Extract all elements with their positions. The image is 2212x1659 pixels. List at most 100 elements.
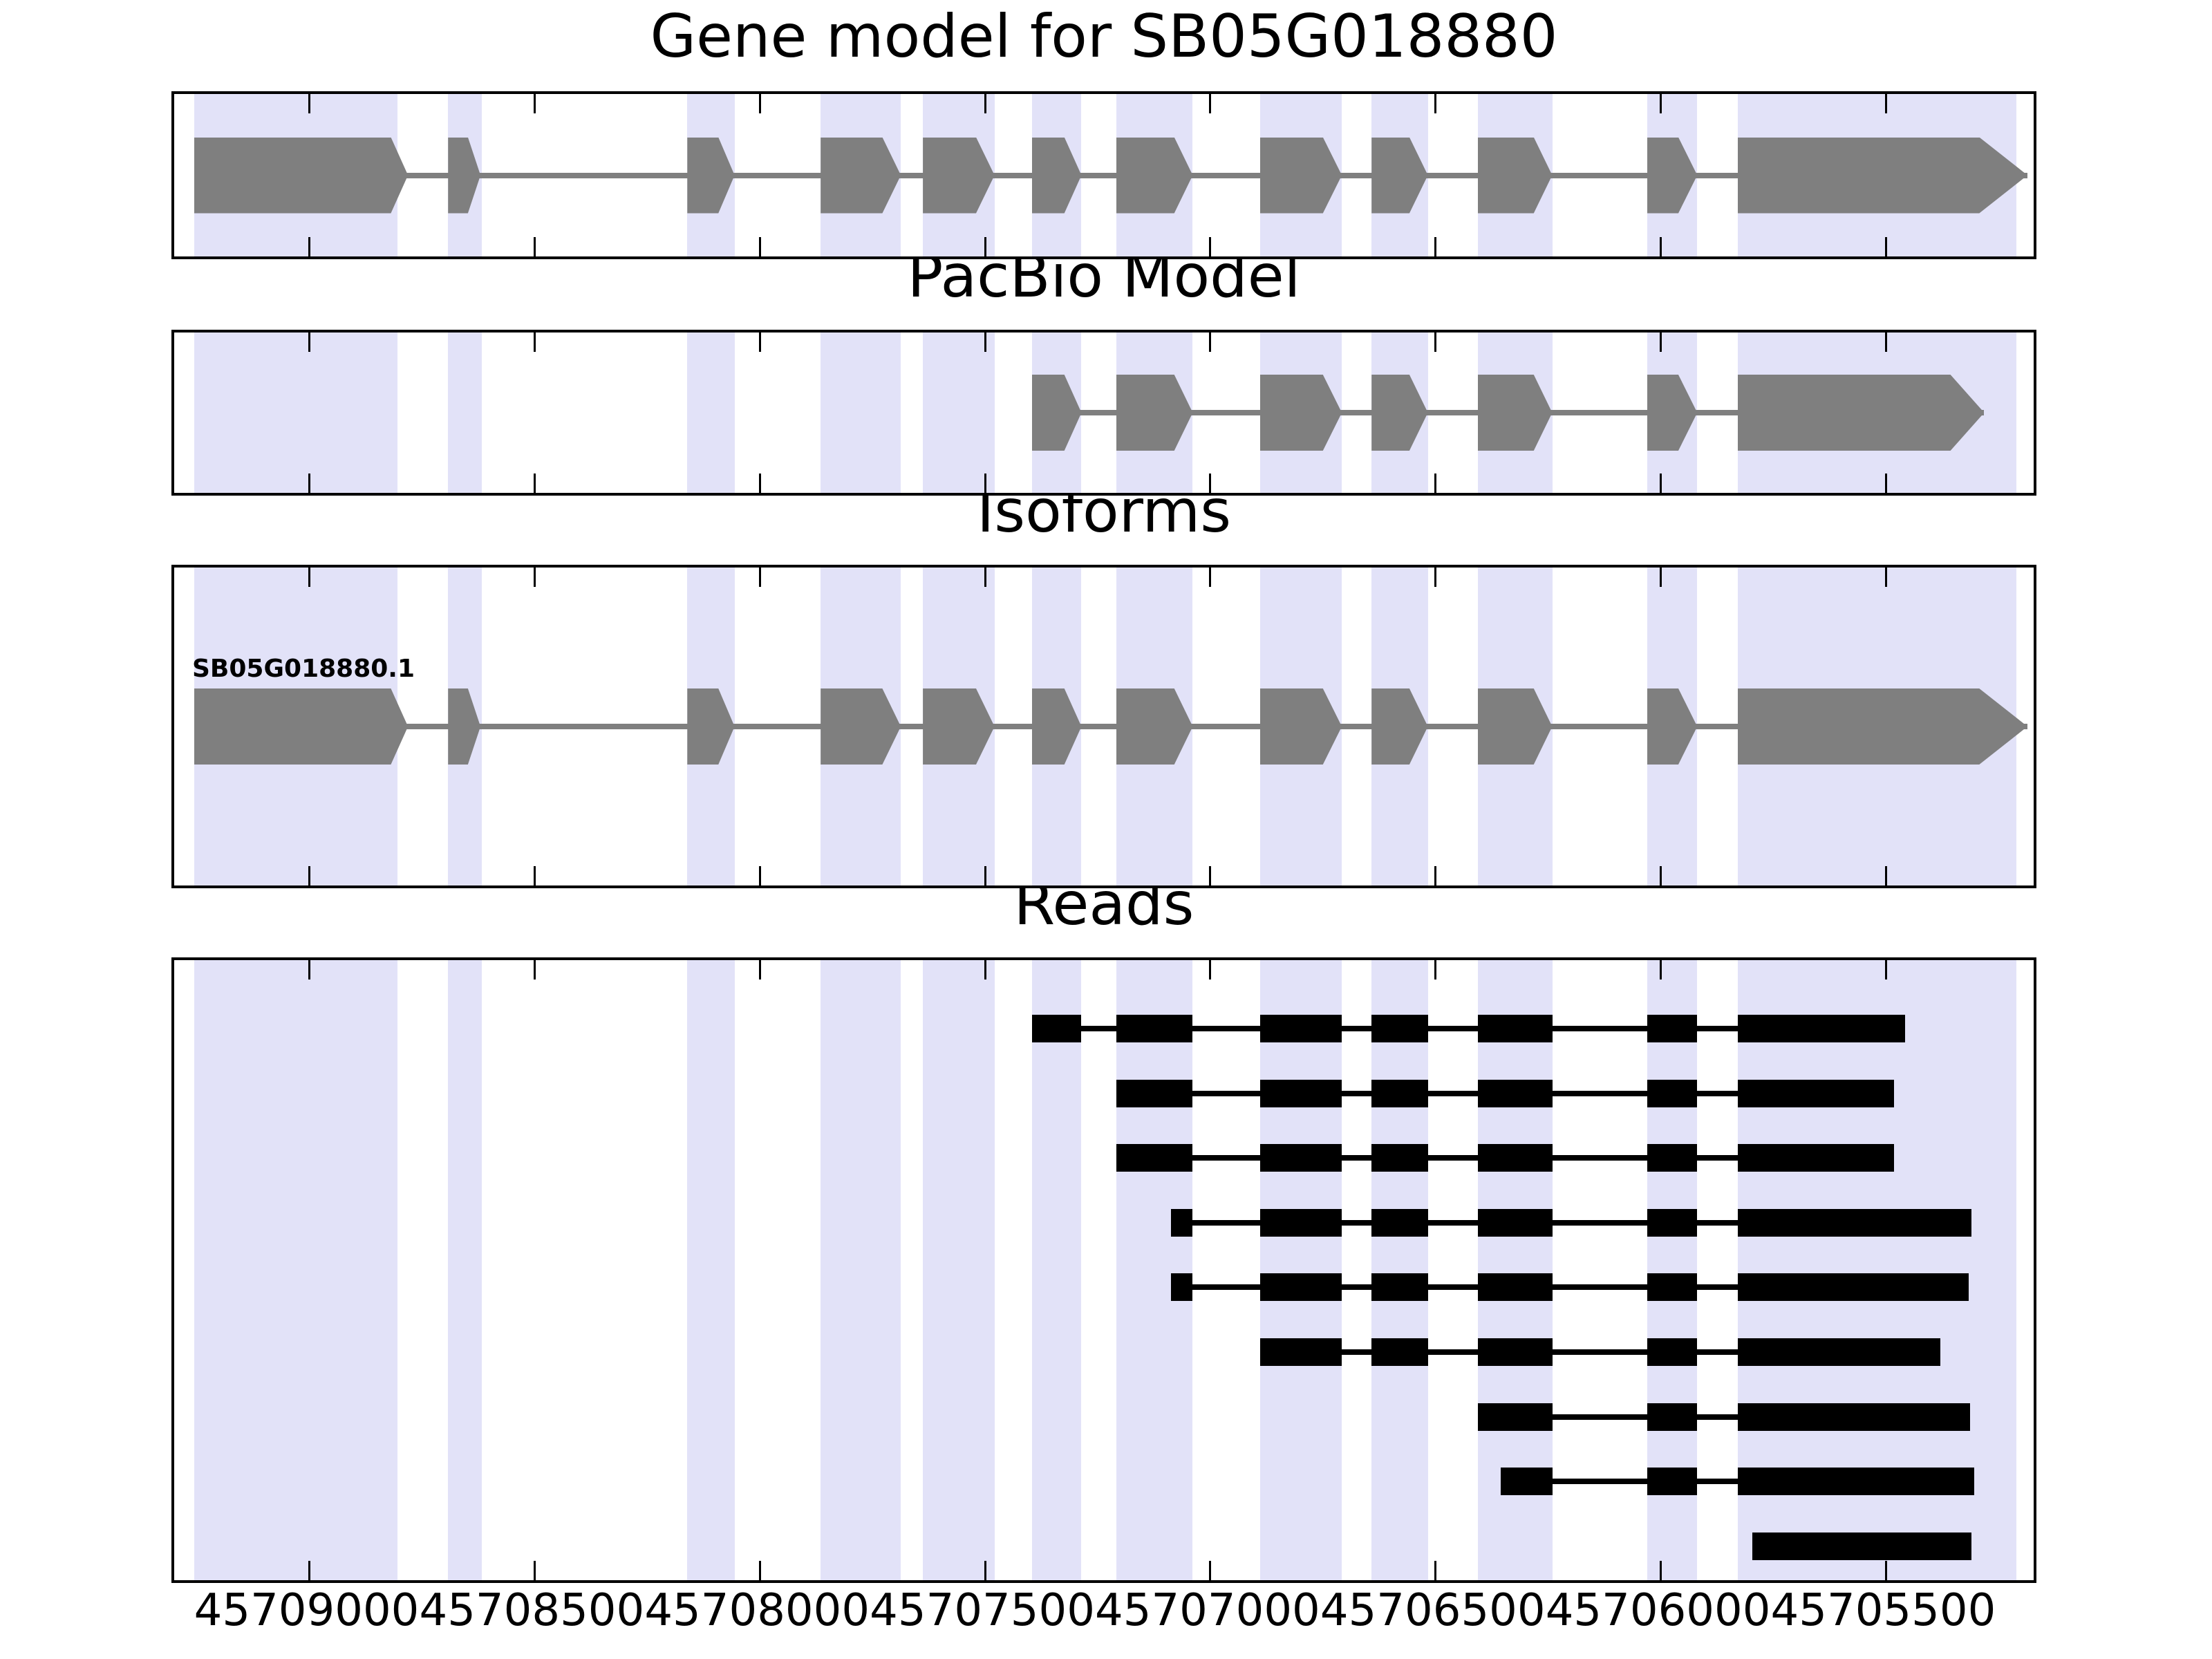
tick-mark [533,332,536,352]
tick-mark [533,568,536,587]
read-exon-block [1259,1338,1342,1366]
read-exon-block [1500,1468,1553,1496]
read-exon-block [1738,1338,1940,1366]
axis-tick-label: 45708500 [419,1585,645,1636]
read-exon-block [1738,1079,1894,1107]
tick-mark [1434,960,1437,980]
read-exon-block [1738,1273,1969,1302]
tick-mark [1884,568,1887,587]
read-intron-line [1259,1349,1940,1355]
read-exon-block [1752,1532,1972,1560]
read-intron-line [1500,1479,1975,1485]
read-exon-block [1647,1208,1698,1237]
tick-mark [1660,568,1662,587]
read-exon-block [1371,1273,1428,1302]
tick-mark [1884,474,1887,493]
axis-tick-label: 45707000 [1095,1585,1320,1636]
tick-mark [308,94,310,113]
exon-arrow [1738,375,1985,451]
exon-highlight-band [923,332,995,493]
tick-mark [758,332,761,352]
exon-highlight-band [821,960,901,1580]
tick-mark [1209,960,1212,980]
tick-mark [1209,474,1212,493]
read-exon-block [1031,1015,1082,1042]
tick-mark [1660,960,1662,980]
exon-arrow [1477,137,1553,214]
exon-arrow [821,137,901,214]
panel-reads [171,957,2036,1583]
tick-mark [533,474,536,493]
tick-mark [758,237,761,256]
read-exon-block [1371,1338,1428,1366]
axis-tick-label: 45705500 [1770,1585,1996,1636]
read-exon-block [1259,1273,1342,1302]
read-exon-block [1259,1015,1342,1042]
read-intron-line [1170,1284,1969,1291]
exon-highlight-band [687,332,735,493]
exon-highlight-band [1116,960,1193,1580]
read-exon-block [1170,1273,1193,1302]
read-exon-block [1259,1144,1342,1172]
tick-mark [308,474,310,493]
read-intron-line [1170,1219,1972,1226]
read-exon-block [1477,1015,1553,1042]
tick-mark [1434,866,1437,885]
tick-mark [1660,94,1662,113]
read-exon-block [1477,1208,1553,1237]
isoform-label: SB05G018880.1 [192,655,415,683]
axis-tick-label: 45709000 [194,1585,420,1636]
read-exon-block [1371,1079,1428,1107]
tick-mark [984,94,986,113]
exon-highlight-band [821,332,901,493]
exon-highlight-band [194,332,397,493]
read-exon-block [1371,1208,1428,1237]
read-exon-block [1647,1015,1698,1042]
tick-mark [984,1561,986,1580]
exon-arrow [1738,688,2028,765]
panel-pacbio-model [171,330,2036,496]
exon-highlight-band [923,960,995,1580]
exon-highlight-band [194,960,397,1580]
tick-mark [984,237,986,256]
tick-mark [758,1561,761,1580]
tick-mark [1884,94,1887,113]
tick-mark [1209,332,1212,352]
tick-mark [533,94,536,113]
read-exon-block [1647,1079,1698,1107]
read-exon-block [1738,1403,1970,1431]
read-exon-block [1116,1144,1193,1172]
exon-arrow [821,688,901,765]
tick-mark [758,94,761,113]
tick-mark [758,866,761,885]
exon-arrow [1738,137,2028,214]
axis-tick-label: 45706500 [1320,1585,1546,1636]
axis-tick-label: 45706000 [1545,1585,1771,1636]
read-exon-block [1647,1273,1698,1302]
tick-mark [1209,866,1212,885]
read-exon-block [1477,1403,1553,1431]
read-exon-block [1477,1338,1553,1366]
tick-mark [1660,866,1662,885]
exon-arrow [1477,688,1553,765]
tick-mark [1209,237,1212,256]
tick-mark [758,474,761,493]
axis-tick-label: 45707500 [870,1585,1095,1636]
read-exon-block [1477,1079,1553,1107]
read-exon-block [1738,1208,1972,1237]
read-exon-block [1170,1208,1193,1237]
read-intron-line [1031,1026,1906,1031]
tick-mark [1434,94,1437,113]
exon-arrow [1116,688,1193,765]
tick-mark [1884,960,1887,980]
tick-mark [1209,568,1212,587]
tick-mark [1884,866,1887,885]
tick-mark [1209,1561,1212,1580]
read-exon-block [1116,1015,1193,1042]
tick-mark [1434,1561,1437,1580]
read-exon-block [1738,1015,1906,1042]
tick-mark [308,568,310,587]
intron-line [194,172,2028,178]
tick-mark [1660,237,1662,256]
intron-line [194,724,2028,729]
